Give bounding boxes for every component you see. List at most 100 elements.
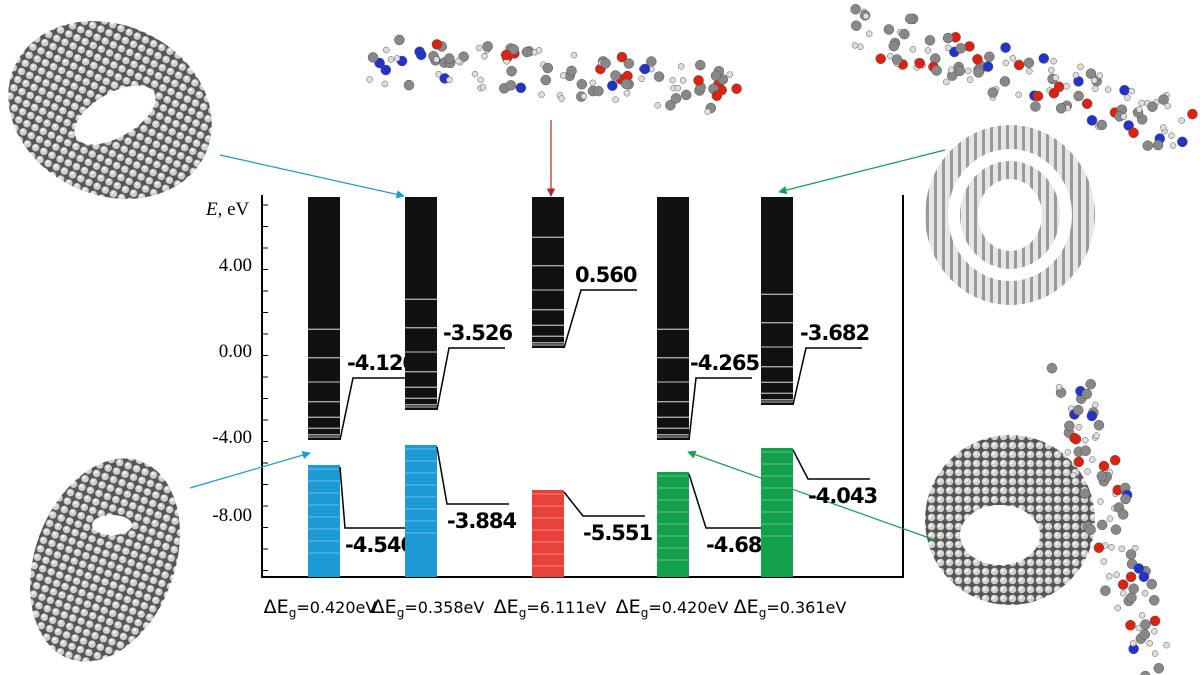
atom xyxy=(671,93,681,103)
atom xyxy=(1003,60,1009,66)
atom xyxy=(1101,559,1107,565)
atom xyxy=(1143,141,1153,151)
lumo-label: 0.560 xyxy=(575,263,637,287)
atom xyxy=(433,56,439,62)
occupied-levels xyxy=(761,448,793,577)
atom xyxy=(577,79,587,89)
atom xyxy=(711,71,721,81)
occupied-levels xyxy=(308,465,340,577)
atom xyxy=(655,102,661,108)
atom xyxy=(1120,590,1126,596)
atom xyxy=(948,67,954,73)
atom xyxy=(483,41,493,51)
atom xyxy=(1033,91,1043,101)
gap-subscript: g xyxy=(759,606,767,620)
atom xyxy=(965,68,971,74)
atom xyxy=(1105,87,1111,93)
atom xyxy=(640,64,650,74)
gap-subscript: g xyxy=(397,606,405,620)
atom xyxy=(1056,384,1062,390)
double-wall-tube xyxy=(925,125,1095,305)
atom xyxy=(1120,85,1130,95)
gap-subscript: g xyxy=(289,606,297,620)
atom xyxy=(1094,420,1104,430)
atom xyxy=(1082,437,1088,443)
atom xyxy=(670,77,676,83)
y-tick-label: 4.00 xyxy=(219,255,252,276)
atom xyxy=(1115,605,1121,611)
atom xyxy=(388,56,394,62)
atom xyxy=(1097,73,1103,79)
atom xyxy=(581,93,587,99)
unoccupied-levels xyxy=(657,197,689,440)
atom xyxy=(1016,92,1022,98)
atom xyxy=(866,31,872,37)
atom xyxy=(506,80,516,90)
atom xyxy=(536,47,542,53)
atom xyxy=(892,55,902,65)
unoccupied-levels xyxy=(761,197,793,405)
atom xyxy=(1153,140,1163,150)
atom xyxy=(695,60,705,70)
nanotube-bottom-right xyxy=(925,435,1095,605)
atom xyxy=(1089,457,1095,463)
atom xyxy=(1129,584,1139,594)
atom xyxy=(1074,91,1084,101)
gap-symbol: ΔE xyxy=(372,596,397,618)
atom xyxy=(727,72,733,78)
atom xyxy=(1051,58,1057,64)
leader xyxy=(793,450,870,479)
atom xyxy=(481,53,487,59)
atom xyxy=(1129,88,1135,94)
diagram: E, eV 4.000.00-4.00-8.00-4.120-4.540ΔEg=… xyxy=(0,0,1200,675)
atom xyxy=(1073,405,1083,415)
atom xyxy=(1187,109,1197,119)
atom xyxy=(1170,143,1176,149)
atom xyxy=(1139,100,1145,106)
atom xyxy=(1124,95,1130,101)
atom xyxy=(541,75,551,85)
atom xyxy=(1097,120,1107,130)
atom xyxy=(1126,593,1136,603)
atom xyxy=(560,72,566,78)
gap-value: =0.420eV xyxy=(648,598,728,617)
atom xyxy=(1140,671,1150,675)
homo-label: -4.043 xyxy=(808,484,877,508)
atom xyxy=(472,71,478,77)
atom xyxy=(712,91,722,101)
atom xyxy=(1160,124,1166,130)
leader xyxy=(340,467,407,528)
atom xyxy=(617,52,627,62)
atom xyxy=(1140,629,1150,639)
atom xyxy=(1094,543,1104,553)
atom xyxy=(1114,572,1120,578)
atom xyxy=(571,52,577,58)
atom xyxy=(1024,58,1034,68)
atom xyxy=(1064,83,1070,89)
lumo-label: -3.526 xyxy=(443,321,513,345)
atom xyxy=(539,92,545,98)
atom xyxy=(1121,494,1131,504)
atom xyxy=(1118,580,1128,590)
lumo-label: -4.265 xyxy=(690,351,760,375)
atom xyxy=(925,47,931,53)
atom xyxy=(1048,67,1054,73)
unoccupied-levels xyxy=(405,197,437,410)
leader xyxy=(689,474,768,528)
atom xyxy=(1000,76,1010,86)
y-tick-label: -8.00 xyxy=(212,505,252,526)
leader xyxy=(437,447,509,504)
atom xyxy=(932,66,942,76)
atom xyxy=(480,84,486,90)
gap-label: ΔEg=6.111eV xyxy=(494,596,607,620)
atom xyxy=(1139,612,1145,618)
atom xyxy=(1054,82,1064,92)
atom xyxy=(1108,544,1114,550)
y-tick-label: -4.00 xyxy=(212,427,252,448)
gap-symbol: ΔE xyxy=(734,596,759,618)
unoccupied-levels xyxy=(308,197,340,440)
atom xyxy=(1097,520,1107,530)
leader xyxy=(793,348,862,405)
nanotube-top-left xyxy=(0,0,241,231)
atom xyxy=(1085,468,1091,474)
